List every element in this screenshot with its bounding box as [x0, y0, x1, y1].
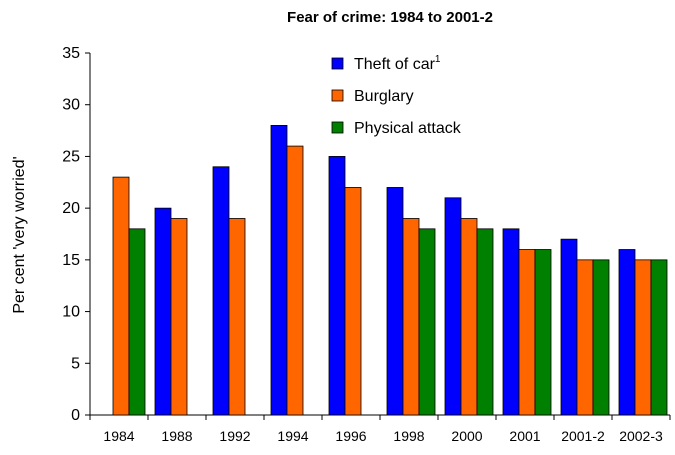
plot-area: 0 5 10 15 20 25 30 35 1984 1988 1992 1994 1996 1998 20…: [62, 45, 671, 444]
bar-burglary: [170, 218, 188, 416]
bar-burglary: [634, 259, 652, 416]
y-tick-label: 0: [71, 407, 80, 424]
bar-burglary: [228, 218, 246, 416]
y-tick-label: 15: [62, 252, 80, 269]
bar-burglary: [112, 176, 130, 416]
bar-physical-attack: [534, 249, 552, 416]
x-tick-label: 2002-3: [619, 428, 663, 444]
legend-label: Burglary: [354, 88, 414, 105]
bar-theft-of-car: [154, 207, 172, 416]
bar-burglary: [576, 259, 594, 416]
legend-swatch: [331, 121, 344, 134]
y-tick-label: 35: [62, 45, 80, 62]
legend: Theft of car1 Burglary Physical attack: [331, 54, 462, 137]
y-tick-label: 10: [62, 304, 80, 321]
bar-burglary: [402, 218, 420, 416]
legend-swatch: [331, 89, 344, 102]
bar-theft-of-car: [502, 228, 520, 416]
legend-swatch: [331, 57, 344, 70]
bar-theft-of-car: [444, 197, 462, 416]
x-tick-label: 1992: [219, 428, 250, 444]
x-tick-label: 2000: [451, 428, 482, 444]
x-tick-label: 1994: [277, 428, 308, 444]
legend-label: Theft of car1: [354, 54, 441, 73]
bar-physical-attack: [476, 228, 494, 416]
x-tick-label: 1998: [393, 428, 424, 444]
y-tick-label: 30: [62, 97, 80, 114]
y-tick-label: 25: [62, 148, 80, 165]
bar-theft-of-car: [618, 249, 636, 416]
bar-physical-attack: [592, 259, 610, 416]
x-tick-label: 1988: [161, 428, 192, 444]
x-tick-label: 1984: [103, 428, 134, 444]
bar-theft-of-car: [328, 156, 346, 416]
y-tick-label: 5: [71, 355, 80, 372]
x-tick-label: 2001-2: [561, 428, 605, 444]
y-axis-label: Per cent 'very worried': [11, 156, 28, 313]
bar-theft-of-car: [212, 166, 230, 416]
bar-burglary: [518, 249, 536, 416]
bar-theft-of-car: [560, 238, 578, 416]
bar-theft-of-car: [386, 187, 404, 416]
bar-physical-attack: [128, 228, 146, 416]
bar-theft-of-car: [270, 125, 288, 416]
chart-title: Fear of crime: 1984 to 2001-2: [287, 9, 493, 26]
legend-footnote-marker: 1: [435, 54, 441, 65]
y-tick-label: 20: [62, 200, 80, 217]
bar-physical-attack: [418, 228, 436, 416]
bar-physical-attack: [650, 259, 668, 416]
legend-label: Physical attack: [354, 120, 462, 137]
bar-burglary: [344, 187, 362, 416]
x-tick-label: 1996: [335, 428, 366, 444]
bar-burglary: [286, 145, 304, 416]
bar-burglary: [460, 218, 478, 416]
x-tick-label: 2001: [509, 428, 540, 444]
